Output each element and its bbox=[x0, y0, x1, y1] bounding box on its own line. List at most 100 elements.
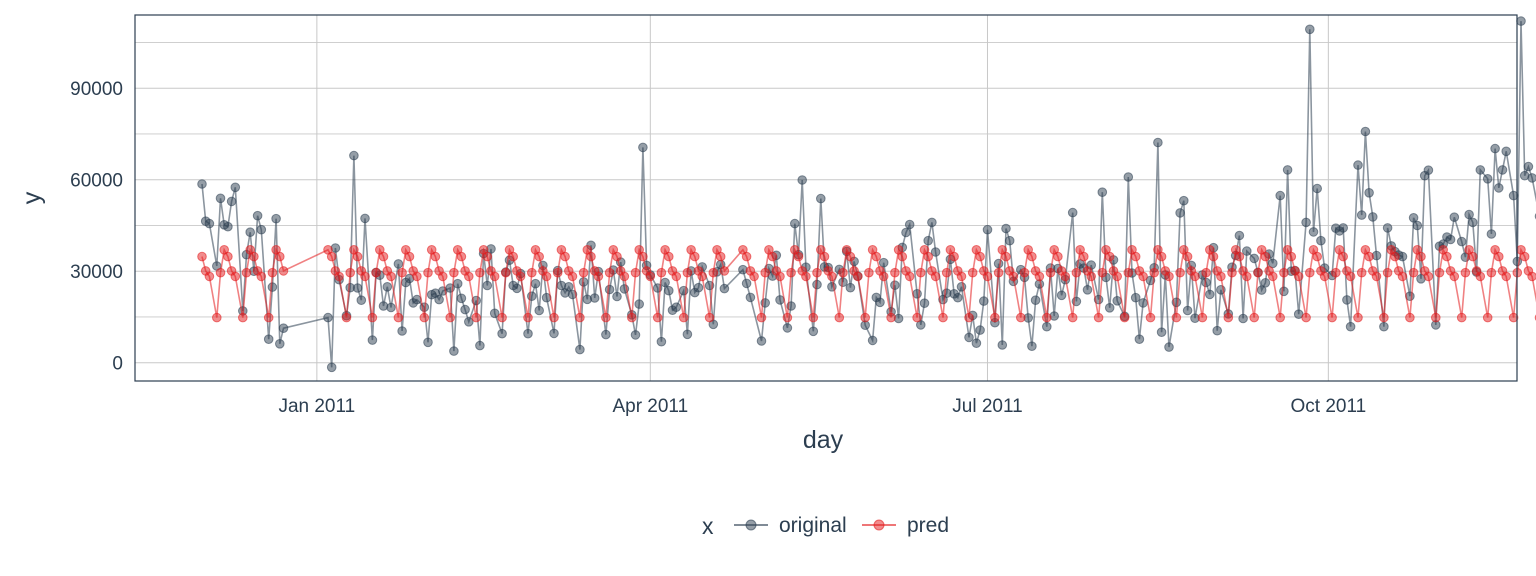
pred-point bbox=[1312, 251, 1322, 262]
pred-point bbox=[497, 312, 507, 323]
y-tick-label: 30000 bbox=[70, 262, 123, 283]
original-point bbox=[1364, 188, 1374, 198]
pred-point bbox=[1201, 267, 1211, 278]
pred-point bbox=[1449, 271, 1460, 282]
original-point bbox=[367, 335, 378, 345]
pred-point bbox=[886, 312, 896, 323]
original-point bbox=[489, 308, 500, 319]
original-point bbox=[1482, 174, 1493, 184]
original-point bbox=[1527, 173, 1536, 183]
pred-point bbox=[386, 271, 396, 282]
original-point bbox=[979, 296, 989, 306]
original-point bbox=[660, 277, 670, 288]
pred-point bbox=[1001, 251, 1011, 262]
pred-point bbox=[1327, 312, 1337, 323]
original-point bbox=[1134, 334, 1145, 345]
original-point bbox=[1445, 234, 1456, 245]
pred-point bbox=[1071, 267, 1082, 278]
original-point bbox=[1205, 289, 1215, 300]
pred-point bbox=[749, 271, 759, 282]
pred-point bbox=[1060, 271, 1071, 282]
original-point bbox=[245, 227, 255, 237]
pred-point bbox=[1468, 251, 1478, 262]
pred-point bbox=[690, 251, 700, 262]
pred-point bbox=[1442, 251, 1452, 262]
pred-point bbox=[890, 267, 900, 278]
pred-point bbox=[527, 267, 537, 278]
pred-point bbox=[1104, 251, 1115, 262]
pred-point bbox=[793, 251, 804, 262]
original-point bbox=[1153, 137, 1163, 148]
original-point bbox=[460, 304, 470, 315]
pred-point bbox=[238, 312, 248, 323]
pred-point bbox=[1227, 267, 1237, 278]
original-point bbox=[1423, 165, 1434, 175]
pred-point bbox=[1397, 271, 1408, 282]
pred-point bbox=[1353, 312, 1363, 323]
original-point bbox=[1242, 246, 1252, 256]
pred-point bbox=[1508, 312, 1519, 323]
pred-point bbox=[1249, 312, 1259, 323]
pred-point bbox=[990, 312, 1000, 323]
pred-point bbox=[864, 267, 874, 278]
original-point bbox=[226, 196, 237, 207]
pred-point bbox=[941, 267, 952, 278]
original-point bbox=[497, 328, 507, 339]
original-point bbox=[382, 282, 393, 292]
pred-point bbox=[819, 251, 830, 262]
pred-point bbox=[256, 271, 267, 282]
plot-panel-border bbox=[134, 14, 1518, 382]
original-point bbox=[1338, 223, 1348, 233]
pred-point bbox=[1371, 271, 1382, 282]
original-point bbox=[1490, 143, 1500, 154]
pred-point bbox=[215, 267, 226, 278]
pred-point bbox=[760, 267, 771, 278]
pred-point bbox=[482, 251, 493, 262]
pred-point bbox=[1034, 271, 1045, 282]
original-point bbox=[230, 182, 241, 193]
pred-point bbox=[1008, 271, 1019, 282]
pred-point bbox=[523, 312, 533, 323]
original-point bbox=[1056, 290, 1067, 301]
original-point bbox=[756, 336, 767, 346]
original-point bbox=[1408, 213, 1419, 223]
original-point bbox=[630, 330, 641, 340]
pred-point bbox=[1053, 251, 1063, 262]
original-point bbox=[360, 213, 370, 224]
pred-point bbox=[949, 251, 959, 262]
original-point bbox=[638, 142, 648, 153]
pred-point bbox=[397, 267, 407, 278]
pred-point bbox=[1519, 251, 1530, 262]
pred-point bbox=[552, 267, 563, 278]
original-point bbox=[352, 283, 363, 293]
pred-point bbox=[930, 271, 941, 282]
pred-point bbox=[1123, 267, 1134, 278]
original-point bbox=[1412, 220, 1423, 231]
pred-point bbox=[1027, 251, 1037, 262]
pred-point bbox=[1482, 312, 1493, 323]
original-point bbox=[1301, 217, 1311, 228]
pred-point bbox=[715, 251, 726, 262]
original-point bbox=[323, 312, 333, 323]
pred-point bbox=[578, 267, 589, 278]
pred-point bbox=[678, 312, 689, 323]
pred-point bbox=[549, 312, 559, 323]
y-tick-label: 60000 bbox=[70, 171, 123, 192]
pred-point bbox=[652, 312, 663, 323]
original-point bbox=[1523, 161, 1534, 172]
original-point bbox=[1379, 321, 1389, 332]
legend-label-pred: pred bbox=[907, 514, 949, 537]
original-point bbox=[1027, 341, 1037, 352]
pred-point bbox=[860, 312, 871, 323]
original-point bbox=[452, 278, 463, 289]
original-point bbox=[904, 219, 915, 230]
original-point bbox=[449, 346, 459, 356]
pred-point bbox=[1190, 271, 1200, 282]
pred-point bbox=[230, 271, 241, 282]
pred-point bbox=[1494, 251, 1504, 262]
pred-point bbox=[345, 267, 356, 278]
original-point bbox=[878, 257, 889, 268]
original-point bbox=[634, 299, 645, 309]
pred-point bbox=[471, 312, 482, 323]
